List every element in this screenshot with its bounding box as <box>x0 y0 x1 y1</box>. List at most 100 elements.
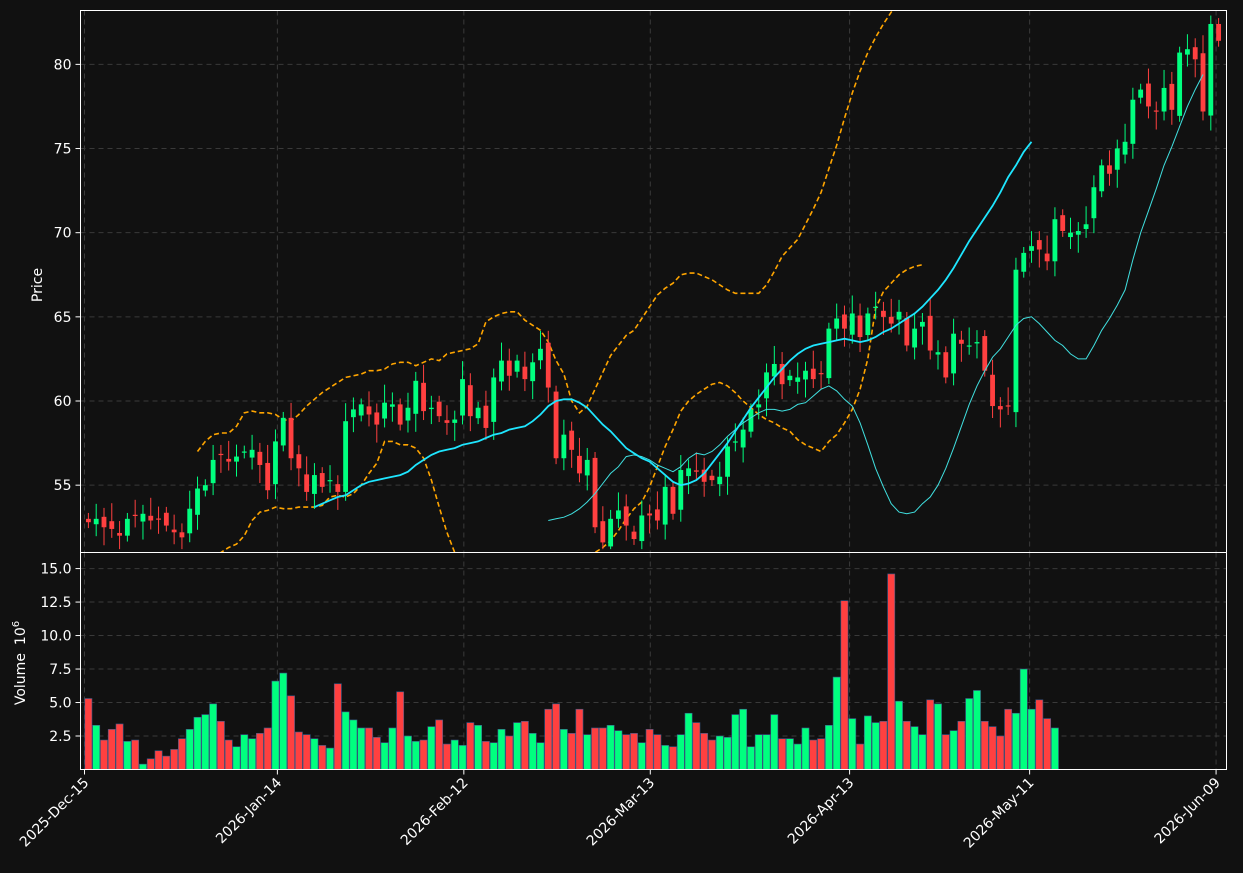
volume-bar <box>513 722 521 770</box>
candle-body <box>1169 83 1175 110</box>
volume-bar <box>965 698 974 770</box>
volume-bar <box>302 734 311 770</box>
candle-body <box>1068 232 1073 238</box>
candle-body <box>584 459 590 476</box>
candle-body <box>257 451 263 465</box>
candle-body <box>896 311 902 320</box>
volume-bar <box>879 720 888 770</box>
candle-body <box>1192 47 1198 60</box>
candle-body <box>475 407 481 419</box>
candle-body <box>865 313 871 336</box>
candle-body <box>919 321 925 327</box>
candle-body <box>1060 215 1066 232</box>
candle-body <box>795 377 801 382</box>
candle-body <box>452 419 458 423</box>
volume-bar <box>1027 708 1036 770</box>
candle-body <box>912 328 918 348</box>
volume-bar <box>209 703 217 770</box>
price-y-tick-label: 80 <box>54 57 72 73</box>
candle-body <box>101 516 107 528</box>
volume-bar <box>856 743 864 770</box>
volume-bar <box>131 739 140 770</box>
volume-bar <box>988 726 997 770</box>
candle-body <box>132 514 138 516</box>
candle-body <box>881 310 886 317</box>
candle-body <box>545 342 551 388</box>
candle-body <box>561 434 567 459</box>
candle-body <box>538 348 543 361</box>
candle-body <box>195 488 200 515</box>
candle-body <box>483 405 489 428</box>
volume-bar <box>801 727 810 770</box>
volume-bar <box>926 699 935 770</box>
volume-bar <box>365 727 373 770</box>
volume-bar <box>544 708 553 770</box>
candle-body <box>1161 87 1167 112</box>
candle-body <box>522 366 528 380</box>
candle-body <box>686 468 691 477</box>
volume-bar <box>661 745 670 770</box>
candle-body <box>288 417 294 459</box>
candle-body <box>218 453 224 456</box>
volume-bar <box>824 724 833 770</box>
volume-bar <box>123 741 132 770</box>
candle-body <box>935 352 941 355</box>
candle-body <box>1029 246 1034 251</box>
volume-y-tick-label: 5.0 <box>49 696 71 712</box>
volume-bar <box>863 715 872 770</box>
volume-bar <box>388 727 397 770</box>
candle-body <box>834 318 840 329</box>
volume-bar <box>224 739 233 770</box>
candle-body <box>803 370 808 380</box>
volume-bar <box>287 695 295 770</box>
price-y-tick-label: 65 <box>54 310 72 326</box>
volume-bar <box>240 734 249 770</box>
candle-body <box>304 474 310 492</box>
volume-bar <box>910 726 919 770</box>
candle-body <box>530 362 536 382</box>
candle-body <box>608 518 614 547</box>
candle-body <box>927 315 933 351</box>
volume-bar <box>934 703 942 770</box>
candle-body <box>421 382 426 412</box>
candle-body <box>265 462 271 491</box>
volume-bar <box>762 734 771 770</box>
volume-bar <box>676 734 685 770</box>
candle-body <box>818 373 824 375</box>
volume-bar <box>435 719 444 770</box>
candle-body <box>85 518 91 523</box>
volume-bar <box>949 730 958 770</box>
candle-body <box>849 313 855 335</box>
candle-body <box>1099 165 1105 192</box>
volume-bar <box>396 691 405 770</box>
volume-bar <box>248 738 256 770</box>
price-y-tick-label: 55 <box>54 478 72 494</box>
candle-body <box>319 473 325 487</box>
candle-body <box>997 406 1003 410</box>
candle-body <box>296 454 302 469</box>
volume-bar <box>482 741 490 770</box>
volume-bar <box>754 734 763 770</box>
volume-bar <box>708 739 716 770</box>
sma-slow-line <box>314 141 1033 508</box>
volume-bar <box>552 703 560 770</box>
candle-body <box>904 317 910 346</box>
volume-bar <box>559 729 568 770</box>
candle-body <box>514 360 520 372</box>
candle-body <box>389 404 395 407</box>
candle-body <box>358 404 364 416</box>
candle-body <box>701 469 707 482</box>
candle-body <box>569 430 575 450</box>
candle-body <box>662 486 668 525</box>
candle-body <box>1177 52 1183 116</box>
volume-bar <box>832 676 841 770</box>
candle-body <box>397 404 403 425</box>
candle-body <box>732 441 738 443</box>
candle-body <box>405 407 411 421</box>
volume-bar <box>528 733 537 770</box>
candle-body <box>1138 89 1144 98</box>
volume-bar <box>1012 712 1020 770</box>
volume-bar <box>871 722 880 770</box>
candle-body <box>1216 23 1222 41</box>
candle-body <box>1200 53 1206 112</box>
